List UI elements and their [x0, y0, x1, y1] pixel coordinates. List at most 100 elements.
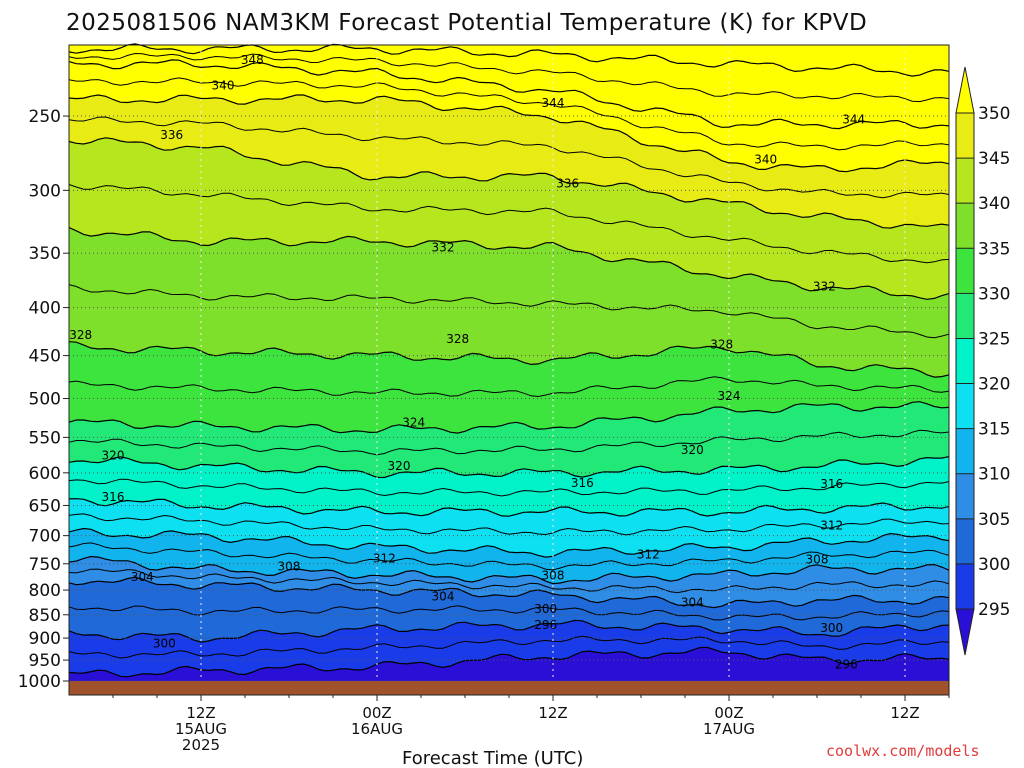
isentrope-316 [68, 498, 950, 517]
isentrope-320 [68, 456, 950, 479]
contour-label-text: 296 [835, 657, 858, 671]
colorbar-top-arrow [955, 66, 975, 114]
colorbar-label: 350 [978, 104, 1010, 124]
colorbar-label: 330 [978, 284, 1010, 304]
contour-label-text: 312 [373, 551, 396, 565]
colorbar-label: 320 [978, 375, 1010, 395]
y-tick-label: 550 [29, 428, 61, 448]
isentrope-minor-310 [68, 542, 950, 571]
contour-label: 336 [556, 177, 579, 191]
contour-label: 316 [571, 476, 594, 490]
contour-label: 300 [534, 602, 557, 616]
contour-label-text: 296 [534, 618, 557, 632]
colorbar-label: 305 [978, 510, 1010, 530]
contour-label-text: 316 [102, 490, 125, 504]
isentrope-minor-322 [68, 429, 950, 456]
contour-label-text: 300 [534, 602, 557, 616]
colorbar: 295 300 305 310 315 320 325 330 335 340 345 350 [955, 66, 1010, 656]
contour-label-text: 340 [754, 152, 777, 166]
contour-label: 320 [681, 443, 704, 457]
colorbar-label: 310 [978, 465, 1010, 485]
isentrope-340 [68, 94, 950, 173]
contour-label: 324 [718, 389, 741, 403]
y-tick-label: 700 [29, 527, 61, 547]
y-tick-label: 900 [29, 629, 61, 649]
contour-label: 344 [842, 112, 865, 126]
contour-label-text: 344 [842, 112, 865, 126]
y-axis: 250 300 350 400 450 500 550 600 650 700 750 800 850 9… [18, 107, 69, 692]
isentrope-minor-346 [68, 52, 950, 103]
contour-label-text: 308 [806, 552, 829, 566]
colorbar-swatch [956, 338, 974, 384]
isentrope-344 [68, 59, 950, 130]
y-tick-label: 300 [29, 181, 61, 201]
band-296 [69, 647, 949, 681]
contour-label-text: 304 [432, 590, 455, 604]
isentrope-300 [68, 619, 950, 643]
isentrope-332 [68, 226, 950, 300]
contour-label-text: 336 [556, 177, 579, 191]
isentrope-minor-298 [68, 635, 950, 659]
contour-label: 300 [153, 636, 176, 650]
colorbar-label: 300 [978, 555, 1010, 575]
contour-label-text: 320 [681, 443, 704, 457]
colorbar-swatch [956, 293, 974, 339]
colorbar-label: 345 [978, 149, 1010, 169]
contour-labels: 348 340 344 344 336 340 336 332 332 328 328 328 324 3… [69, 53, 865, 671]
y-tick-label: 650 [29, 496, 61, 516]
contour-label: 304 [131, 570, 154, 584]
contour-label-text: 320 [102, 448, 125, 462]
contour-label: 296 [534, 618, 557, 632]
x-tick-label: 17AUG [703, 720, 755, 738]
y-tick-label: 400 [29, 299, 61, 319]
isentrope-minor-342 [68, 77, 950, 151]
colorbar-label: 325 [978, 329, 1010, 349]
x-tick-label: 12Z [890, 704, 919, 722]
x-tick-label: 2025 [182, 736, 220, 754]
y-tick-label: 1000 [18, 672, 61, 692]
contour-label-text: 308 [278, 559, 301, 573]
contour-label: 348 [241, 53, 264, 67]
plot-area: 348 340 344 344 336 340 336 332 332 328 328 328 324 3… [68, 43, 950, 696]
isentrope-336 [68, 137, 950, 229]
y-tick-label: 350 [29, 244, 61, 264]
colorbar-swatch [956, 518, 974, 564]
contour-label-text: 328 [446, 332, 469, 346]
colorbar-swatch [956, 383, 974, 429]
contour-label-text: 328 [69, 328, 92, 342]
y-tick-label: 800 [29, 581, 61, 601]
isentrope-minor-330 [68, 284, 950, 339]
contour-label: 300 [820, 621, 843, 635]
x-tick-label: 15AUG [175, 720, 227, 738]
isentrope-minor-306 [68, 568, 950, 594]
contour-label-text: 308 [542, 569, 565, 583]
contour-label-text: 316 [571, 476, 594, 490]
x-axis-title: Forecast Time (UTC) [402, 748, 583, 768]
contour-label: 312 [637, 547, 660, 561]
x-tick-label: 00Z [714, 704, 743, 722]
isentrope-minor-302 [68, 605, 950, 621]
contour-label-text: 336 [160, 128, 183, 142]
colorbar-swatch [956, 248, 974, 294]
contour-label: 340 [212, 79, 235, 93]
contour-label: 328 [446, 332, 469, 346]
contour-label: 308 [278, 559, 301, 573]
colorbar-label: 340 [978, 194, 1010, 214]
isentrope-312 [68, 527, 950, 558]
contour-label: 316 [820, 477, 843, 491]
contour-label-text: 316 [820, 477, 843, 491]
contour-label-text: 320 [388, 459, 411, 473]
contour-label-text: 344 [542, 96, 565, 110]
contour-label-text: 332 [813, 280, 836, 294]
contour-label-text: 300 [153, 636, 176, 650]
y-tick-label: 750 [29, 555, 61, 575]
y-tick-label: 450 [29, 347, 61, 367]
contour-label: 304 [432, 590, 455, 604]
colorbar-swatch [956, 158, 974, 204]
colorbar-swatch [956, 473, 974, 519]
colorbar-swatch [956, 563, 974, 609]
contour-label-text: 324 [718, 389, 741, 403]
isentrope-minor-314 [68, 513, 950, 536]
isentrope-348 [68, 43, 950, 77]
